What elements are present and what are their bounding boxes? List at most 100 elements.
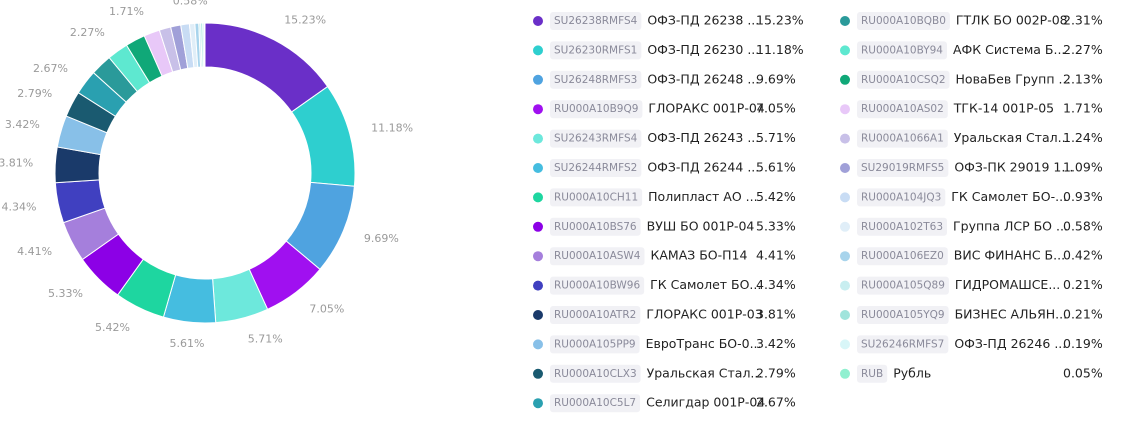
ticker-badge bbox=[857, 247, 948, 266]
legend-ticker: SU26243RMFS4 bbox=[554, 133, 638, 145]
legend-value: 0.58% bbox=[1063, 218, 1103, 233]
legend-marker bbox=[840, 133, 850, 144]
legend-item: SU26238RMFS4 ОФЗ-ПД 26238 ...15.23% bbox=[533, 12, 804, 30]
legend-value: 2.31% bbox=[1063, 13, 1103, 28]
legend-marker bbox=[533, 280, 543, 291]
legend-ticker: RU000A10BS76 bbox=[554, 221, 637, 233]
slice-label: 9.69% bbox=[364, 232, 399, 245]
legend-value: 1.71% bbox=[1063, 101, 1103, 116]
legend-marker bbox=[840, 221, 850, 232]
slice-label: 2.67% bbox=[33, 62, 68, 75]
legend-value: 15.23% bbox=[756, 13, 804, 28]
slice-label: 2.79% bbox=[17, 87, 52, 100]
legend-value: 0.42% bbox=[1063, 248, 1103, 263]
ticker-badge bbox=[550, 276, 645, 295]
legend-marker bbox=[533, 368, 543, 379]
legend-marker bbox=[840, 163, 850, 173]
legend-marker bbox=[533, 45, 543, 56]
legend-marker bbox=[533, 398, 543, 409]
legend-name: ВУШ БО 001Р-04 bbox=[647, 218, 755, 233]
legend-value: 0.19% bbox=[1063, 336, 1103, 351]
ticker-badge bbox=[550, 335, 640, 354]
legend-ticker: RU000A10ASW4 bbox=[554, 250, 641, 262]
ticker-badge bbox=[550, 70, 642, 89]
slice-label: 15.23% bbox=[284, 13, 326, 26]
legend-ticker: RU000A104JQ3 bbox=[861, 191, 941, 203]
legend-item: SU26243RMFS4 ОФЗ-ПД 26243 ...5.71% bbox=[533, 129, 796, 148]
legend-marker bbox=[840, 280, 850, 291]
legend-ticker: RU000A1066A1 bbox=[861, 133, 944, 145]
legend-marker bbox=[533, 192, 543, 203]
ticker-badge bbox=[550, 247, 645, 266]
slice-label: 5.42% bbox=[95, 321, 130, 334]
ticker-badge bbox=[550, 159, 642, 177]
legend-value: 1.09% bbox=[1063, 160, 1103, 175]
ticker-badge bbox=[550, 364, 641, 383]
ticker-badge bbox=[857, 188, 946, 207]
legend-ticker: RU000A10BW96 bbox=[554, 280, 640, 292]
legend-ticker: RU000A10CH11 bbox=[554, 191, 638, 203]
legend-item: SU29019RMFS5 ОФЗ-ПК 29019 1...1.09% bbox=[840, 159, 1103, 177]
legend-name: НоваБев Групп ... bbox=[956, 71, 1071, 86]
legend-ticker: SU26248RMFS3 bbox=[554, 74, 637, 86]
legend-ticker: RUB bbox=[861, 368, 883, 380]
legend-item: RU000A10CH11 Полипласт АО ...5.42% bbox=[533, 188, 796, 207]
ticker-badge bbox=[550, 394, 641, 413]
legend-value: 4.41% bbox=[756, 248, 796, 263]
legend-item: RU000A106EZ0 ВИС ФИНАНС Б...0.42% bbox=[840, 247, 1103, 266]
legend-value: 0.93% bbox=[1063, 189, 1103, 204]
legend-item: RU000A105PP9 ЕвроТранс БО-0...3.42% bbox=[533, 335, 796, 354]
ticker-badge bbox=[550, 188, 643, 207]
slice-label: 3.42% bbox=[5, 118, 40, 131]
legend-item: RU000A10AS02 ТГК-14 001Р-05 1.71% bbox=[840, 100, 1103, 119]
ticker-badge bbox=[857, 41, 947, 60]
legend-marker bbox=[533, 339, 543, 350]
legend-item: RU000A104JQ3 ГК Самолет БО-...0.93% bbox=[840, 188, 1103, 207]
legend-ticker: RU000A10BQB0 bbox=[861, 15, 946, 27]
legend-name: ГК Самолет БО... bbox=[650, 277, 761, 292]
legend-item: RU000A10BS76 ВУШ БО 001Р-04 5.33% bbox=[533, 217, 796, 236]
legend-name: ГИДРОМАШСЕ... bbox=[955, 277, 1060, 292]
slice-label: 5.61% bbox=[170, 337, 205, 350]
legend-ticker: RU000A10ATR2 bbox=[554, 309, 636, 321]
slice bbox=[204, 22, 329, 113]
legend-name: ОФЗ-ПК 29019 1... bbox=[954, 160, 1073, 175]
ticker-badge bbox=[857, 129, 948, 148]
legend-marker bbox=[840, 192, 850, 203]
legend-name: Уральская Стал... bbox=[954, 130, 1070, 145]
slice-label: 3.81% bbox=[0, 157, 33, 170]
legend-ticker: SU26246RMFS7 bbox=[861, 338, 944, 350]
legend-value: 5.71% bbox=[756, 130, 796, 145]
legend-marker bbox=[840, 368, 850, 379]
ticker-badge bbox=[550, 306, 641, 324]
ticker-badge bbox=[857, 276, 949, 295]
legend-value: 2.27% bbox=[1063, 42, 1103, 57]
legend-marker bbox=[840, 339, 850, 350]
legend-name: ТГК-14 001Р-05 bbox=[953, 101, 1054, 116]
legend-ticker: SU26230RMFS1 bbox=[554, 44, 637, 56]
ticker-badge bbox=[857, 12, 950, 30]
legend-marker bbox=[533, 310, 543, 320]
legend-name: ГТЛК БО 002Р-08 bbox=[956, 13, 1068, 28]
legend-name: ОФЗ-ПД 26246 ... bbox=[954, 336, 1066, 351]
legend-name: ОФЗ-ПД 26230 ... bbox=[647, 42, 759, 57]
legend-ticker: SU29019RMFS5 bbox=[861, 162, 944, 174]
slice-label: 4.41% bbox=[17, 245, 52, 258]
legend-item: SU26248RMFS3 ОФЗ-ПД 26248 ...9.69% bbox=[533, 70, 796, 89]
slice-label: 11.18% bbox=[371, 121, 413, 134]
legend-ticker: RU000A10C5L7 bbox=[554, 397, 636, 409]
legend-marker bbox=[533, 163, 543, 173]
legend-name: ГЛОРАКС 001Р-03 bbox=[646, 307, 762, 322]
ticker-badge bbox=[857, 364, 888, 383]
ticker-badge bbox=[857, 335, 949, 354]
legend-name: Полипласт АО ... bbox=[648, 189, 757, 204]
slice-label: 0.58% bbox=[173, 0, 208, 8]
legend-ticker: RU000A10BY94 bbox=[861, 44, 943, 56]
ticker-badge bbox=[550, 217, 641, 236]
ticker-badge bbox=[857, 217, 948, 236]
legend-name: ГК Самолет БО-... bbox=[951, 189, 1067, 204]
legend-item: RU000A10BQB0 ГТЛК БО 002Р-082.31% bbox=[840, 12, 1103, 30]
legend-name: БИЗНЕС АЛЬЯН... bbox=[955, 307, 1067, 322]
legend-value: 3.81% bbox=[756, 307, 796, 322]
legend-name: АФК Система Б... bbox=[953, 42, 1065, 57]
